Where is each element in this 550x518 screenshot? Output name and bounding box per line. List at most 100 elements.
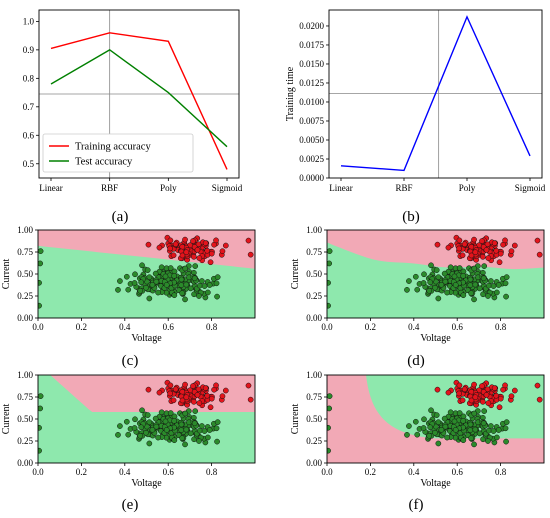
data-point-red: [485, 255, 492, 261]
data-point-green: [152, 415, 159, 422]
data-point-green: [435, 419, 442, 426]
data-point-green: [502, 280, 509, 287]
data-point-red: [190, 383, 196, 389]
xtick-label: 0.0: [32, 467, 44, 477]
data-point-red: [179, 252, 186, 259]
data-point-green: [481, 408, 488, 414]
data-point-green: [495, 427, 502, 433]
data-point-green: [187, 430, 194, 437]
xtick-label: 0.0: [32, 322, 44, 332]
data-point-green: [442, 423, 449, 430]
ytick-label: 1.0: [23, 16, 35, 26]
data-point-green: [404, 287, 410, 293]
data-point-green: [480, 420, 487, 427]
data-point-green: [123, 418, 130, 425]
data-point-green: [138, 424, 145, 431]
data-point-red: [497, 250, 504, 257]
data-point-green: [447, 264, 454, 271]
xtick-label: Poly: [459, 183, 476, 193]
data-point-green: [433, 412, 440, 418]
y-axis-label: Current: [1, 259, 12, 290]
data-point-red: [468, 243, 475, 250]
data-point-red: [479, 398, 486, 405]
data-point-green: [327, 405, 333, 412]
data-point-green: [153, 278, 160, 285]
data-point-green: [503, 419, 510, 425]
data-point-green: [171, 418, 178, 424]
data-point-red: [179, 243, 186, 250]
data-point-red: [170, 252, 177, 259]
data-point-red: [434, 386, 441, 393]
ytick-label: 0.75: [17, 247, 33, 257]
data-point-red: [196, 255, 203, 261]
data-point-green: [327, 447, 331, 454]
data-point-green: [178, 427, 185, 433]
data-point-green: [162, 273, 169, 280]
data-point-green: [503, 293, 509, 300]
data-point-red: [245, 382, 252, 389]
data-point-green: [162, 418, 169, 425]
data-point-green: [414, 431, 421, 438]
data-point-red: [167, 382, 174, 389]
xtick-label: RBF: [395, 183, 412, 193]
data-point-green: [441, 270, 448, 277]
panel-label: (c): [122, 353, 139, 369]
data-point-red: [491, 240, 498, 246]
ytick-label: 1.00: [17, 225, 33, 235]
data-point-green: [420, 280, 427, 286]
data-point-red: [472, 394, 479, 401]
data-point-green: [493, 289, 500, 296]
data-point-green: [481, 263, 488, 269]
data-point-green: [414, 286, 421, 293]
data-point-red: [204, 247, 211, 254]
data-point-green: [179, 435, 185, 442]
data-point-green: [139, 262, 145, 269]
data-point-red: [167, 237, 174, 244]
xtick-label: Linear: [329, 183, 352, 193]
data-point-green: [406, 423, 412, 429]
data-point-green: [485, 438, 491, 444]
data-point-red: [483, 392, 490, 398]
ytick-label: 0.0200: [299, 21, 324, 31]
xtick-label: 0.4: [119, 467, 131, 477]
x-axis-label: Voltage: [131, 333, 162, 344]
data-point-red: [208, 395, 215, 402]
ytick-label: 1.00: [306, 225, 322, 235]
data-point-red: [172, 241, 179, 248]
data-point-red: [204, 392, 211, 399]
data-point-red: [456, 237, 463, 244]
data-point-green: [178, 276, 185, 283]
xtick-label: 0.6: [452, 322, 464, 332]
ytick-label: 0.00: [17, 458, 33, 468]
data-point-green: [428, 262, 434, 269]
xtick-label: Linear: [39, 183, 62, 193]
data-point-green: [412, 418, 419, 425]
data-point-green: [435, 274, 442, 281]
data-point-green: [490, 428, 497, 434]
panel-f: 0.00 0.25 0.50 0.75 1.00 0.0 0.2 0.4 0.6 0.8 Volta…: [290, 370, 545, 513]
data-point-green: [451, 418, 458, 425]
xtick-label: 0.8: [495, 322, 507, 332]
points: [38, 379, 254, 454]
data-point-green: [196, 282, 203, 289]
data-point-green: [471, 265, 478, 272]
data-point-red: [472, 249, 479, 256]
data-point-red: [213, 237, 219, 244]
data-point-green: [171, 437, 178, 444]
data-point-green: [125, 431, 132, 438]
data-point-green: [442, 278, 449, 285]
legend-box: [42, 133, 194, 173]
data-point-green: [192, 263, 199, 269]
data-point-green: [404, 432, 410, 438]
data-point-red: [222, 387, 229, 394]
data-point-green: [485, 293, 491, 299]
data-point-green: [327, 393, 333, 399]
data-point-green: [435, 440, 442, 447]
ytick-label: 0.0100: [299, 97, 324, 107]
data-point-red: [219, 393, 226, 400]
data-point-green: [115, 287, 121, 293]
ytick-label: 0.25: [306, 291, 322, 301]
data-point-green: [187, 285, 194, 292]
data-point-red: [190, 253, 197, 260]
data-point-green: [214, 438, 220, 445]
